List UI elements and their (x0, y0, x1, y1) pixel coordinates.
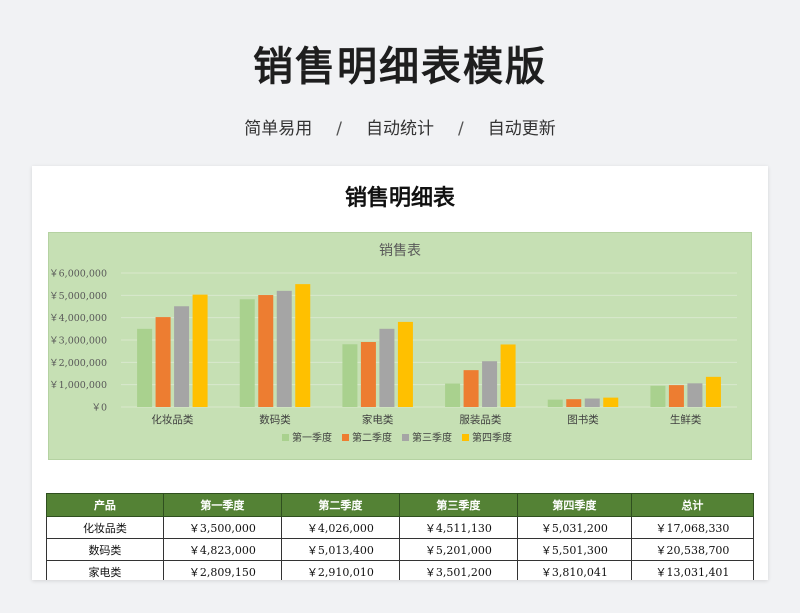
y-tick-label: ￥4,000,000 (49, 313, 107, 324)
table-cell: ￥5,501,300 (516, 538, 632, 561)
column-header: 第三季度 (398, 493, 518, 517)
bar (192, 294, 208, 407)
bar (397, 321, 413, 407)
feature-tag: 自动更新 (487, 119, 556, 139)
bar (463, 370, 479, 407)
table-cell: ￥17,068,330 (630, 516, 755, 539)
legend-label: 第四季度 (472, 431, 512, 444)
bar (360, 342, 376, 407)
bar (687, 383, 703, 407)
sales-table: 产品 第一季度 第二季度 第三季度 第四季度 总计 化妆品类 ￥3,500,00… (46, 493, 755, 580)
bar (137, 328, 153, 407)
feature-tags: 简单易用 / 自动统计 / 自动更新 (0, 114, 800, 139)
legend-swatch (282, 434, 289, 441)
table-cell: 化妆品类 (46, 516, 164, 539)
legend-swatch (462, 434, 469, 441)
table-cell: 数码类 (46, 538, 164, 561)
bar (566, 399, 582, 407)
tag-separator: / (336, 119, 342, 139)
table-row: 化妆品类 ￥3,500,000 ￥4,026,000 ￥4,511,130 ￥5… (46, 516, 755, 539)
x-tick-label: 家电类 (362, 413, 394, 426)
y-tick-label: ￥0 (91, 403, 107, 414)
table-cell: ￥4,511,130 (398, 516, 518, 539)
feature-tag: 自动统计 (366, 119, 434, 139)
table-cell: ￥5,031,200 (516, 516, 632, 539)
table-row: 数码类 ￥4,823,000 ￥5,013,400 ￥5,201,000 ￥5,… (46, 538, 755, 561)
sales-chart: 销售表 ￥0 ￥1,000,000 ￥2,000,000 ￥3,000,000 ￥4,00… (48, 232, 752, 460)
bar (342, 344, 358, 407)
legend-label: 第一季度 (292, 431, 332, 444)
bar (155, 317, 171, 407)
x-tick-label: 数码类 (259, 413, 291, 426)
table-cell: ￥13,031,401 (630, 560, 755, 580)
y-tick-label: ￥3,000,000 (49, 336, 107, 347)
table-cell: ￥3,810,041 (516, 560, 632, 580)
bar (668, 385, 684, 407)
table-cell: ￥5,201,000 (398, 538, 518, 561)
bar (379, 328, 395, 407)
table-cell: ￥5,013,400 (280, 538, 400, 561)
x-tick-label: 图书类 (567, 413, 599, 426)
table-cell: ￥2,910,010 (280, 560, 400, 580)
bar (445, 383, 461, 407)
bar (650, 385, 666, 407)
column-header: 第一季度 (162, 493, 282, 517)
bar (276, 290, 292, 407)
table-cell: ￥4,026,000 (280, 516, 400, 539)
legend-label: 第三季度 (412, 431, 452, 444)
y-tick-label: ￥6,000,000 (49, 269, 107, 280)
column-header: 总计 (630, 493, 755, 517)
bar (239, 299, 255, 407)
table-cell: ￥3,500,000 (162, 516, 282, 539)
y-tick-label: ￥2,000,000 (49, 358, 107, 369)
y-tick-label: ￥1,000,000 (49, 380, 107, 391)
bar (547, 399, 563, 407)
column-header: 第四季度 (516, 493, 632, 517)
legend-label: 第二季度 (352, 431, 392, 444)
bar (705, 376, 721, 407)
table-cell: ￥20,538,700 (630, 538, 755, 561)
bar (295, 284, 311, 407)
page-title: 销售明细表模版 (253, 44, 547, 90)
legend-swatch (402, 434, 409, 441)
table-row: 家电类 ￥2,809,150 ￥2,910,010 ￥3,501,200 ￥3,… (46, 560, 755, 580)
feature-tag: 简单易用 (244, 119, 313, 139)
spreadsheet-preview-card: 销售明细表 销售表 ￥0 ￥1,000,000 ￥2,000,000 ￥3,000,00… (32, 166, 768, 580)
tag-separator: / (458, 119, 464, 139)
legend-swatch (342, 434, 349, 441)
x-tick-label: 服装品类 (459, 413, 501, 426)
table-cell: ￥3,501,200 (398, 560, 518, 580)
bar (500, 344, 516, 407)
y-tick-label: ￥5,000,000 (49, 291, 107, 302)
bar (258, 295, 274, 407)
bar (174, 306, 190, 407)
table-cell: ￥4,823,000 (162, 538, 282, 561)
bar (603, 397, 619, 407)
sales-chart-svg: 销售表 ￥0 ￥1,000,000 ￥2,000,000 ￥3,000,000 ￥4,00… (49, 243, 737, 444)
x-tick-label: 化妆品类 (151, 413, 193, 426)
sheet-title: 销售明细表 (344, 186, 455, 211)
bar (584, 398, 600, 407)
x-tick-label: 生鲜类 (670, 413, 702, 426)
column-header: 产品 (46, 493, 164, 517)
table-header-row: 产品 第一季度 第二季度 第三季度 第四季度 总计 (46, 493, 755, 517)
column-header: 第二季度 (280, 493, 400, 517)
table-cell: 家电类 (46, 560, 164, 580)
table-cell: ￥2,809,150 (162, 560, 282, 580)
chart-title: 销售表 (379, 243, 421, 259)
bar (482, 361, 498, 407)
